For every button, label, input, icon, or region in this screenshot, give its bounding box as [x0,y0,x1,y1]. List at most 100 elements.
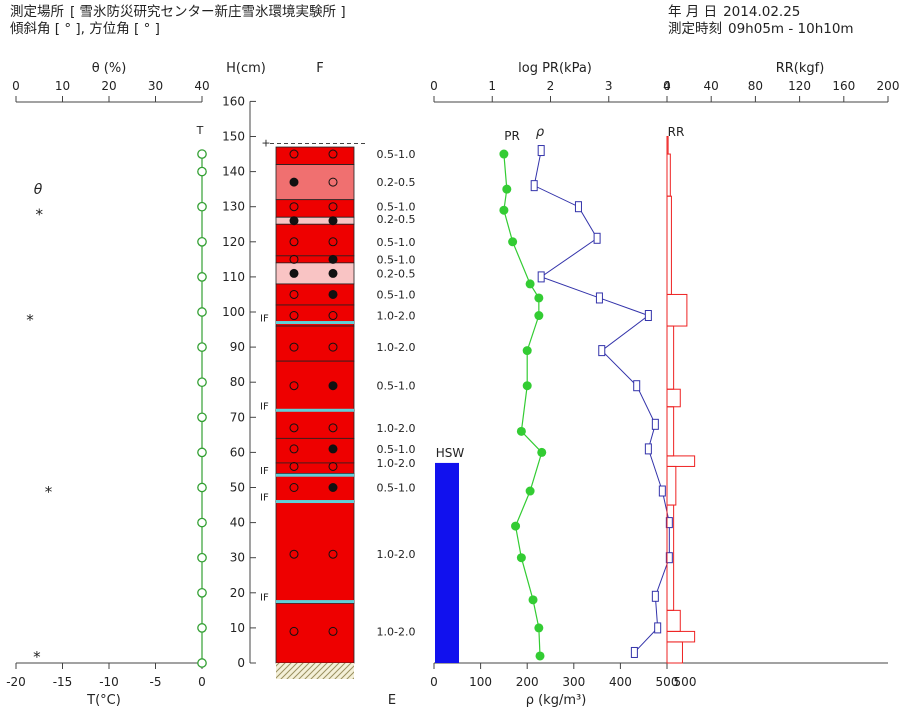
temperature-point [197,149,207,159]
rho-point [598,345,606,357]
rr-tick-label: 0 [663,79,671,93]
temp-tick-label: 0 [198,675,206,689]
grain-open-mark [328,342,338,352]
pr-point [522,346,532,356]
pr-point [534,623,544,633]
height-tick-label: 90 [230,340,245,354]
rr-step [666,195,672,295]
density-tick-label: 100 [469,675,492,689]
logpr-tick-label: 2 [547,79,555,93]
grain-size-label: 0.2-0.5 [377,213,416,226]
ice-layer-label: IF [260,401,269,412]
snow-layer [275,283,355,306]
temperature-point [197,201,207,212]
grain-open-mark [289,289,299,299]
temp-tick-label: -5 [150,675,162,689]
temperature-point [197,658,207,668]
height-tick-label: 140 [222,165,245,179]
temperature-point [197,552,207,563]
hardness-label: F [316,61,323,76]
grain-filled-mark [328,254,338,264]
density-tick-label: 300 [562,675,585,689]
ice-layer-label: IF [260,593,269,604]
surface-mark: + [261,137,270,150]
grain-size-label: 0.2-0.5 [377,267,416,280]
grain-filled-mark [289,216,299,226]
pr-point [522,381,532,391]
grain-filled-mark [328,289,338,299]
snow-layer [275,199,355,218]
height-tick-label: 10 [230,621,245,635]
density-tick-label: 200 [516,675,539,689]
height-tick-label: 60 [230,445,245,459]
rr-tick-label: 160 [832,79,855,93]
grain-open-mark [289,311,299,321]
rr-tick-label: 200 [877,79,900,93]
temperature-point [197,482,207,493]
rho-point [537,271,545,283]
temperature-point [197,166,207,177]
grain-open-mark [289,423,299,433]
height-tick-label: 30 [230,551,245,565]
temperature-label: T [196,124,204,137]
rr-panel: RR(kgf) 0 40 80 120 160 200 500 RR [663,61,899,689]
pr-point [511,521,521,531]
temperature-point [197,236,207,247]
logpr-tick-label: 1 [488,79,496,93]
pr-point [499,149,509,159]
grain-open-mark [289,202,299,212]
grain-open-mark [289,549,299,559]
rho-point [633,380,641,392]
snow-layer [275,602,355,664]
rho-point [644,310,652,322]
grain-filled-mark [289,268,299,278]
snow-layer [275,223,355,257]
grain-size-label: 0.5-1.0 [377,236,416,249]
pr-point [516,553,526,563]
site-row: 測定場所 [ 雪氷防災研究センター新庄雪氷環境実験所 ] [10,4,346,21]
ice-layer-label: IF [260,466,269,477]
snow-layer [275,409,355,439]
temperature-point [197,447,207,458]
grain-open-mark [289,444,299,454]
pr-point [534,293,544,303]
rho-point [654,622,662,634]
theta-tick-label: 20 [101,79,116,93]
ice-layer [276,473,354,477]
date-row: 年 月 日 2014.02.25 [668,4,854,21]
e-label: E [388,693,396,708]
rr-label: RR [668,125,685,139]
density-tick-label: 0 [430,675,438,689]
time-row: 測定時刻 09h05m - 10h10m [668,21,854,38]
theta-label: θ [34,182,43,198]
grain-size-label: 0.5-1.0 [377,482,416,495]
grain-open-mark [289,483,299,492]
grain-open-mark [328,202,338,212]
theta-point: * [36,206,44,224]
theta-tick-label: 30 [148,79,163,93]
height-tick-label: 160 [222,94,245,108]
ground-hatch [276,663,354,679]
snow-layer [275,473,355,502]
grain-open-mark [328,311,338,321]
grain-open-mark [289,381,299,391]
rr-step [666,630,696,643]
snow-layer [275,462,355,474]
grain-size-label: 0.5-1.0 [377,148,416,161]
theta-point: * [33,648,41,666]
snow-layer [275,216,355,225]
grain-filled-mark [328,268,338,278]
temperature-point [197,623,207,633]
theta-temperature-panel: θ (%) 0 10 20 30 40 -20 -15 -10 -5 0 T(°C) θ * * * * T [6,61,209,708]
rho-point [630,646,638,658]
ice-layer-label: IF [260,314,269,325]
rr-step [666,153,671,197]
grain-open-mark [289,342,299,352]
rho-point [537,145,545,157]
rr-step [666,388,681,408]
rr-step [666,609,681,632]
rho-point [665,552,673,564]
rr-tick-label: 120 [788,79,811,93]
rho-series-label: ρ [536,125,545,140]
logpr-tick-label: 0 [430,79,438,93]
